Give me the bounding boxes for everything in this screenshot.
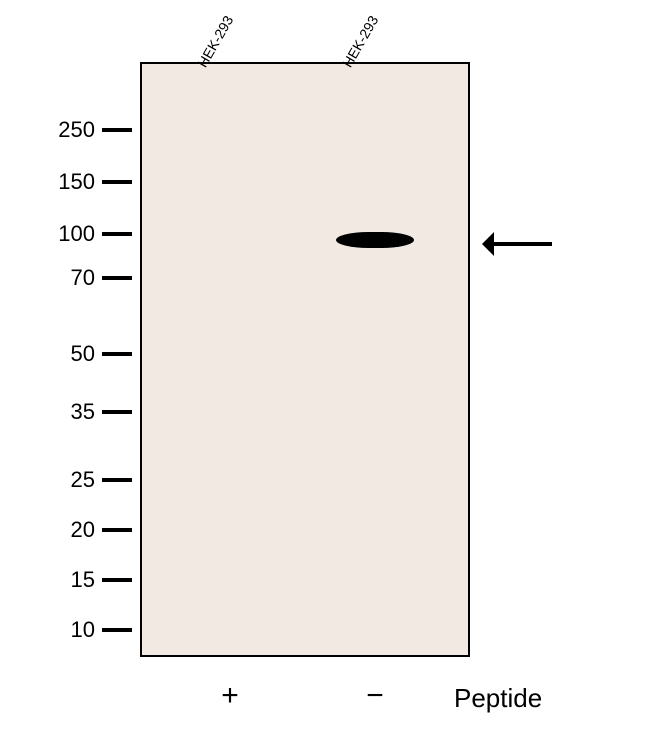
arrow-shaft: [494, 242, 552, 246]
mw-tick-150: [102, 180, 132, 184]
mw-label-100: 100: [58, 221, 95, 247]
mw-tick-100: [102, 232, 132, 236]
peptide-symbol-2: −: [366, 679, 384, 713]
band-1: [336, 232, 414, 248]
mw-label-25: 25: [71, 467, 95, 493]
mw-label-35: 35: [71, 399, 95, 425]
arrow-head: [482, 232, 494, 256]
mw-label-15: 15: [71, 567, 95, 593]
mw-tick-50: [102, 352, 132, 356]
peptide-label: Peptide: [454, 683, 542, 714]
mw-tick-35: [102, 410, 132, 414]
mw-tick-70: [102, 276, 132, 280]
membrane: [140, 62, 470, 657]
mw-tick-20: [102, 528, 132, 532]
mw-label-20: 20: [71, 517, 95, 543]
blot-stage: 25015010070503525201510 HEK-293HEK-293 +…: [0, 0, 650, 732]
peptide-symbol-1: +: [221, 679, 239, 713]
mw-label-70: 70: [71, 265, 95, 291]
mw-label-250: 250: [58, 117, 95, 143]
mw-label-50: 50: [71, 341, 95, 367]
mw-label-10: 10: [71, 617, 95, 643]
mw-tick-10: [102, 628, 132, 632]
mw-tick-250: [102, 128, 132, 132]
mw-label-150: 150: [58, 169, 95, 195]
mw-tick-15: [102, 578, 132, 582]
mw-tick-25: [102, 478, 132, 482]
